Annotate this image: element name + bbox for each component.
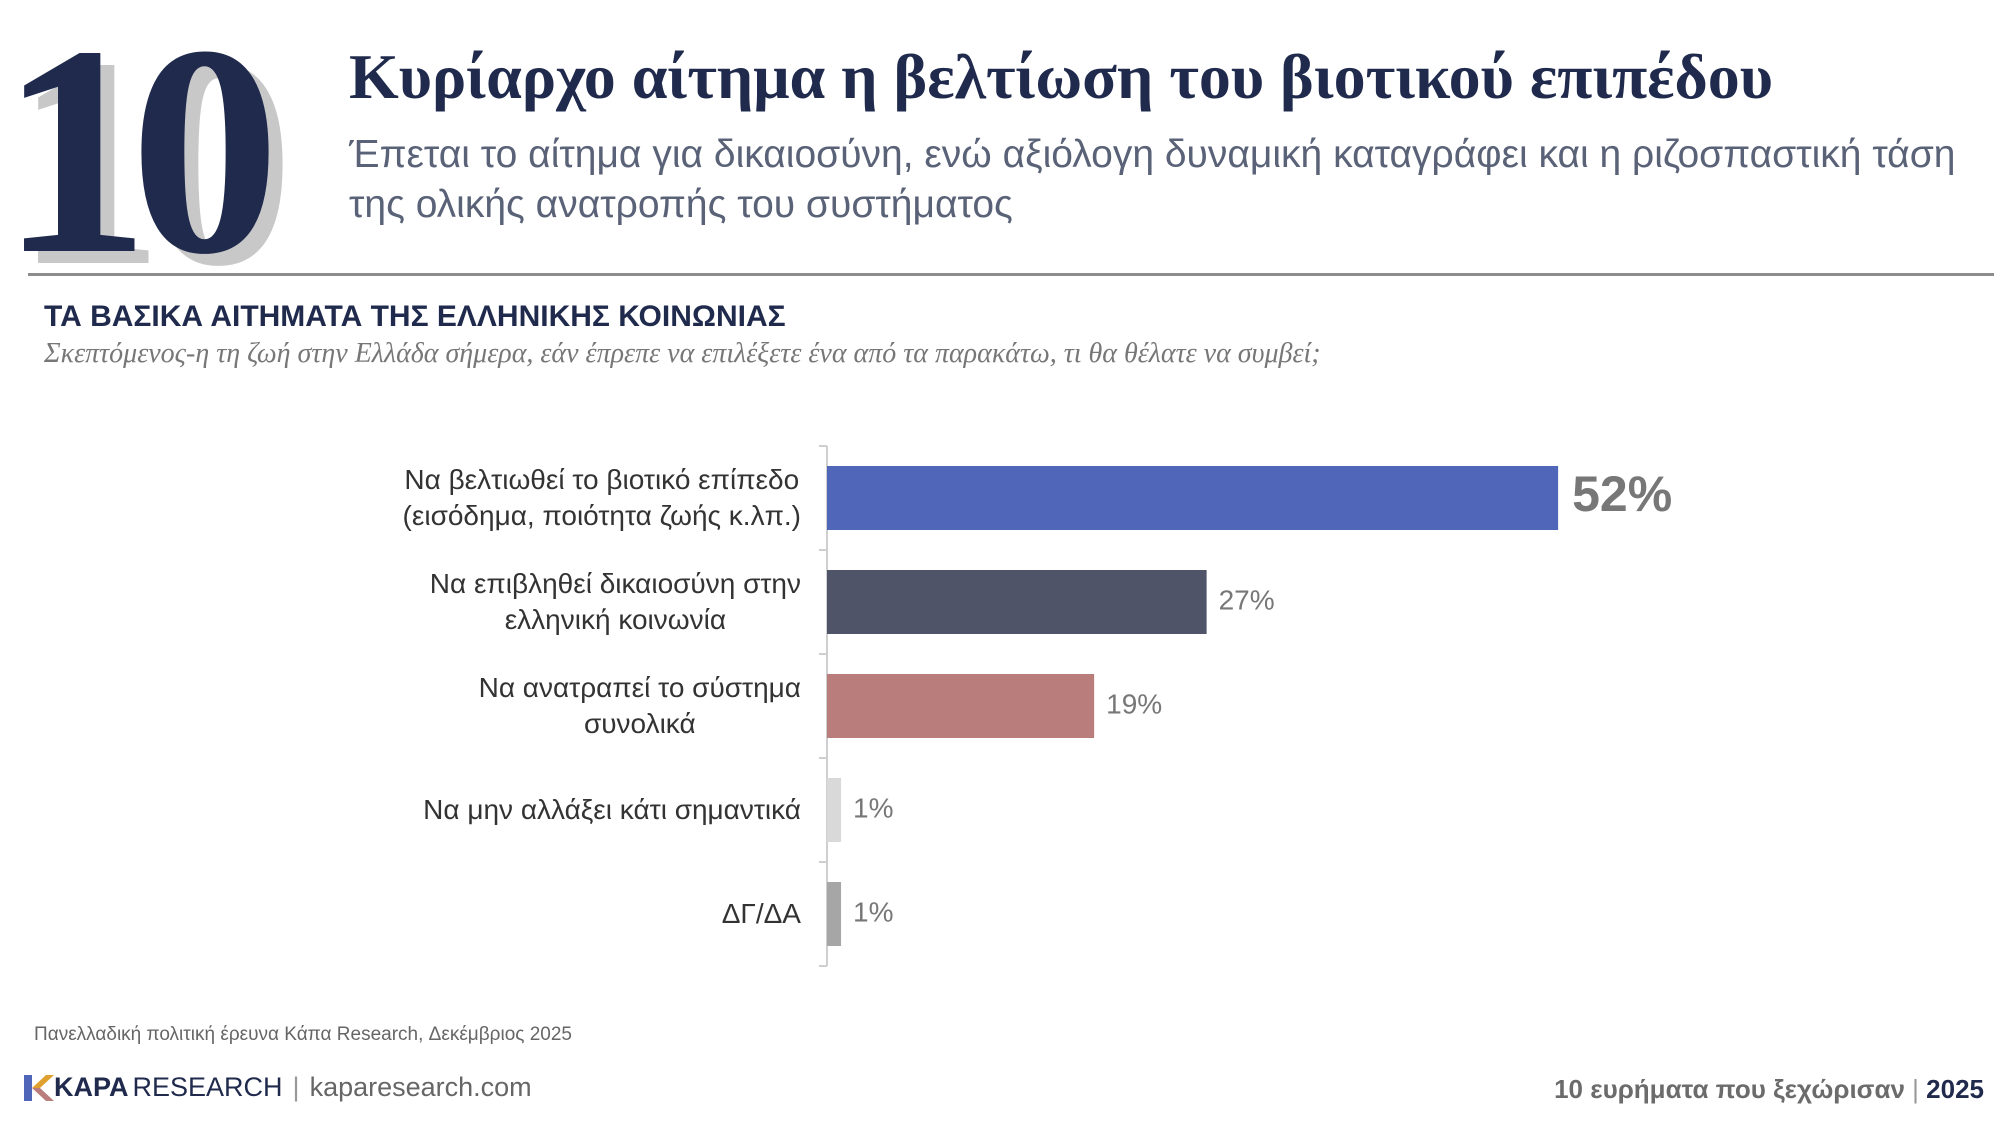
- logo: KAPA RESEARCH | kaparesearch.com: [22, 1072, 532, 1103]
- category-label: Να ανατραπεί το σύστημα συνολικά: [478, 672, 801, 739]
- bar: [827, 674, 1095, 738]
- number-shadow: 10: [14, 0, 294, 328]
- value-label: 52%: [1572, 466, 1672, 522]
- title: Κυρίαρχο αίτημα η βελτίωση του βιοτικού …: [349, 41, 1773, 112]
- chart-subtitle: Σκεπτόμενος-η τη ζωή στην Ελλάδα σήμερα,…: [44, 338, 1321, 369]
- logo-icon: [24, 1074, 54, 1101]
- value-label: 1%: [853, 792, 893, 823]
- category-label: Να επιβληθεί δικαιοσύνη στην ελληνική κο…: [429, 568, 801, 635]
- value-label: 19%: [1106, 688, 1162, 719]
- chart-title: ΤΑ ΒΑΣΙΚΑ ΑΙΤΗΜΑΤΑ ΤΗΣ ΕΛΛΗΝΙΚΗΣ ΚΟΙΝΩΝΙ…: [44, 300, 786, 333]
- tagline: 10 ευρήματα που ξεχώρισαν: [1554, 1074, 1905, 1104]
- bar: [827, 778, 842, 842]
- separator: |: [292, 1072, 300, 1102]
- value-label: 1%: [853, 896, 893, 927]
- year: 2025: [1926, 1074, 1984, 1104]
- bar: [827, 466, 1559, 530]
- category-label: Να βελτιωθεί το βιοτικό επίπεδο (εισόδημ…: [402, 464, 801, 531]
- value-label: 27%: [1219, 584, 1275, 615]
- category-label: Να μην αλλάξει κάτι σημαντικά: [423, 794, 801, 825]
- bar: [827, 570, 1207, 634]
- category-label: ΔΓ/ΔΑ: [721, 898, 801, 929]
- divider: [28, 273, 1994, 276]
- number: 10: [0, 0, 280, 316]
- brand: RESEARCH: [132, 1072, 283, 1102]
- footer-tagline: 10 ευρήματα που ξεχώρισαν | 2025: [1554, 1074, 1984, 1105]
- source: Πανελλαδική πολιτική έρευνα Κάπα Researc…: [34, 1024, 572, 1045]
- bar: [827, 882, 842, 946]
- separator: |: [1912, 1074, 1919, 1104]
- brand-bold: KAPA: [54, 1072, 129, 1102]
- subtitle: Έπεται το αίτημα για δικαιοσύνη, ενώ αξι…: [349, 133, 1956, 226]
- site: kaparesearch.com: [309, 1072, 532, 1102]
